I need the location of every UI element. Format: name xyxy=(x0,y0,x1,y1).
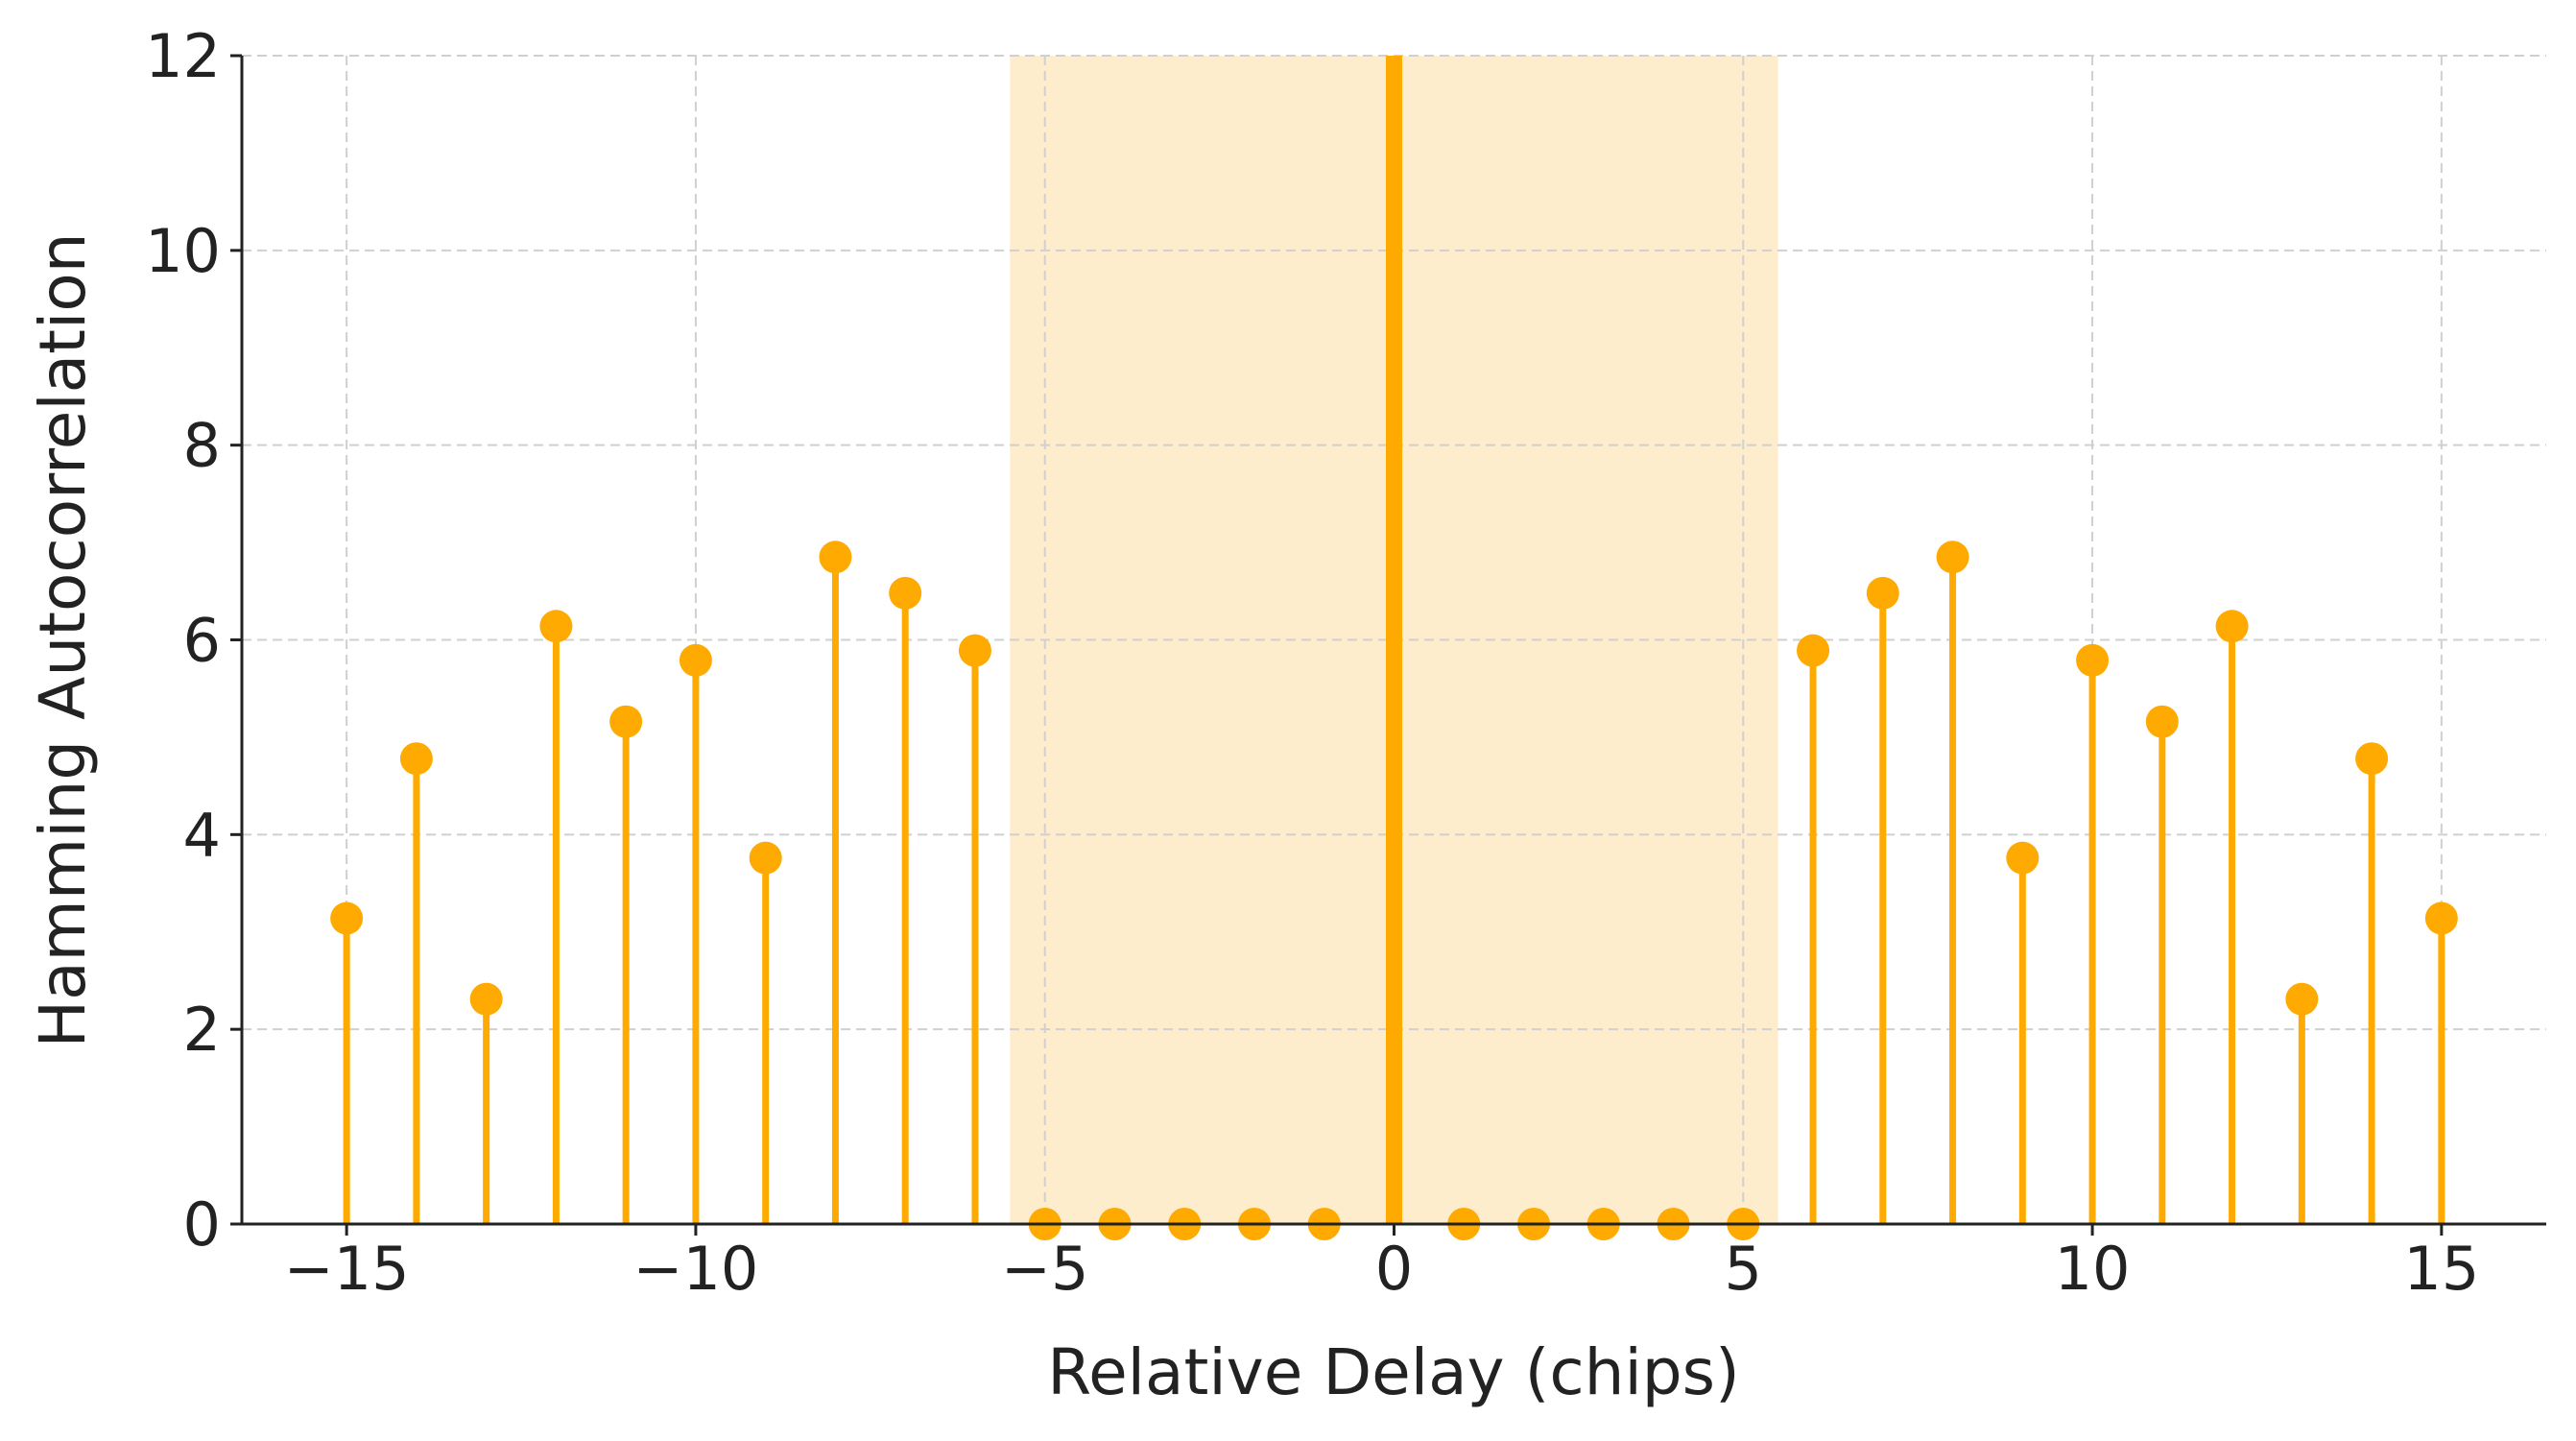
x-tick-label: −15 xyxy=(284,1234,410,1304)
marker xyxy=(469,982,503,1016)
y-tick-label: 12 xyxy=(145,21,221,91)
y-tick-label: 0 xyxy=(183,1189,221,1260)
marker xyxy=(539,610,573,643)
marker xyxy=(2006,841,2039,875)
x-tick-label: 5 xyxy=(1725,1234,1762,1304)
marker xyxy=(609,705,643,738)
marker xyxy=(2355,742,2389,776)
x-tick-label: −10 xyxy=(633,1234,759,1304)
marker xyxy=(1936,540,1969,574)
x-tick-label: 10 xyxy=(2055,1234,2131,1304)
y-tick-label: 6 xyxy=(183,606,221,676)
y-tick-label: 2 xyxy=(183,995,221,1065)
marker xyxy=(399,742,433,776)
marker xyxy=(2424,901,2458,935)
x-tick-label: −5 xyxy=(1001,1234,1088,1304)
marker xyxy=(2076,643,2110,677)
x-axis-label: Relative Delay (chips) xyxy=(1047,1335,1740,1409)
marker xyxy=(2285,982,2319,1016)
marker xyxy=(2145,705,2179,738)
marker xyxy=(1866,576,1899,610)
x-tick-label: 15 xyxy=(2403,1234,2479,1304)
marker xyxy=(2215,610,2249,643)
marker xyxy=(819,540,852,574)
marker xyxy=(958,634,991,667)
y-tick-label: 4 xyxy=(183,800,221,870)
marker xyxy=(749,841,782,875)
y-tick-label: 8 xyxy=(183,411,221,481)
marker xyxy=(1797,634,1830,667)
marker xyxy=(330,901,364,935)
y-axis-label: Hamming Autocorrelation xyxy=(26,232,100,1047)
marker xyxy=(679,643,712,677)
marker xyxy=(889,576,922,610)
x-tick-label: 0 xyxy=(1375,1234,1413,1304)
y-tick-label: 10 xyxy=(145,216,221,286)
